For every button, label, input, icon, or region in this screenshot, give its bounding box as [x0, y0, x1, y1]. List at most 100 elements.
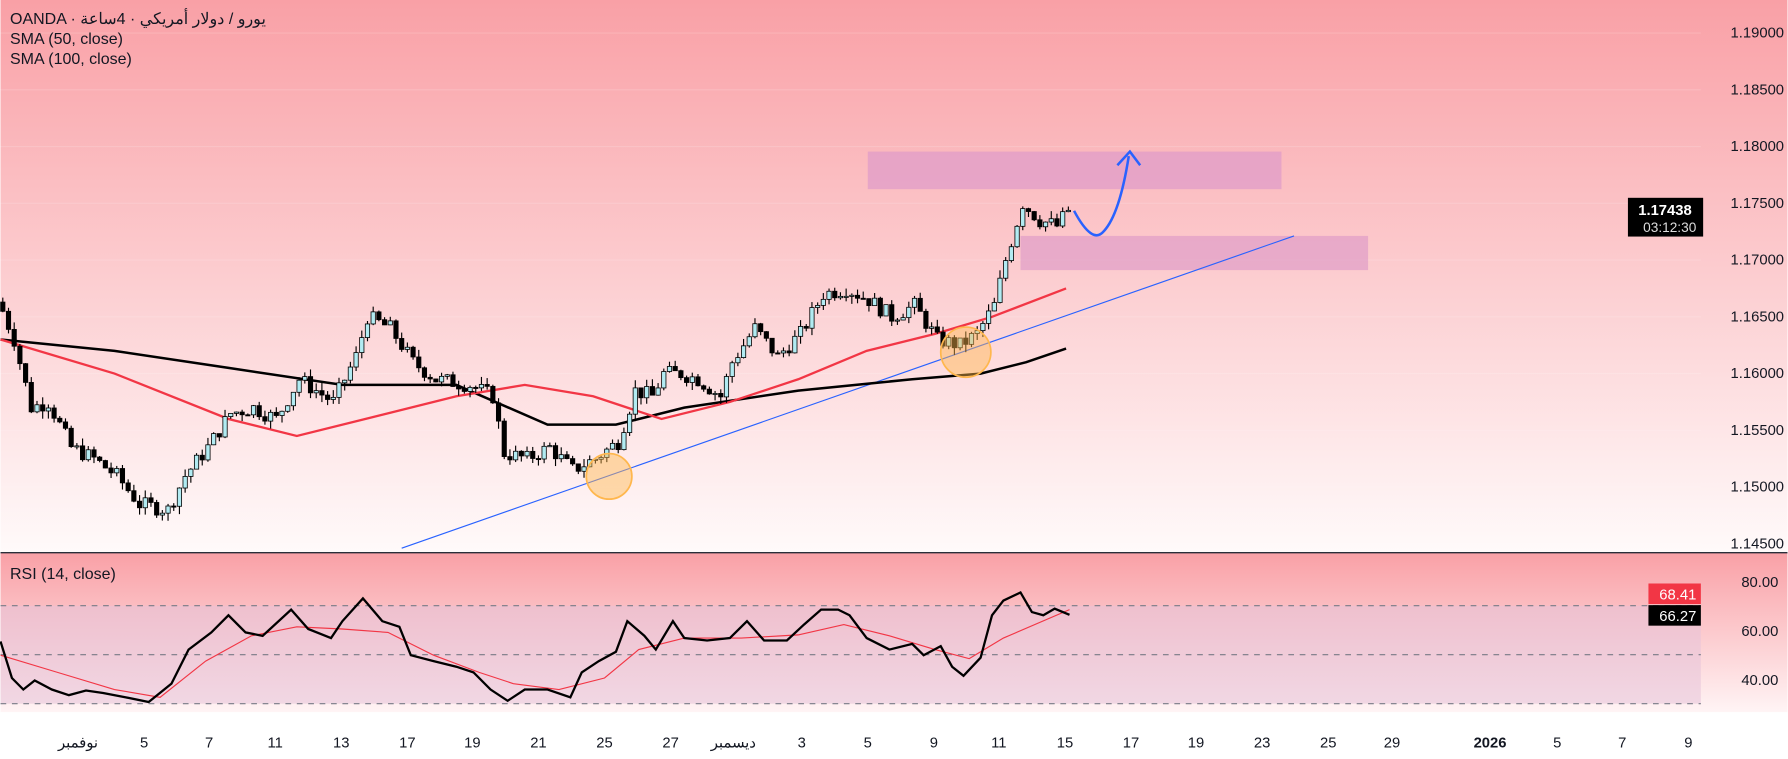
candle-up	[883, 304, 889, 317]
candle-down	[433, 378, 439, 383]
candle-down	[684, 377, 690, 383]
symbol-title[interactable]: OANDA · يورو / دولار أمريكي · 4ساعة	[10, 11, 266, 28]
candle-up	[404, 346, 410, 350]
candle-down	[775, 352, 781, 355]
candle-down	[421, 367, 428, 378]
projection-arrow[interactable]	[1072, 155, 1131, 237]
candle-up	[997, 277, 1003, 303]
candle-down	[934, 326, 940, 333]
candle-up	[837, 295, 844, 299]
candle-down	[889, 304, 895, 322]
time-axis-label: 23	[1254, 736, 1270, 752]
sma100-legend[interactable]: SMA (100, close)	[10, 51, 132, 68]
candle-up	[609, 442, 616, 450]
time-axis-label: 5	[140, 736, 148, 752]
candle-down	[570, 458, 576, 465]
candle-down	[473, 386, 479, 389]
sma50-legend[interactable]: SMA (50, close)	[10, 31, 123, 48]
last-price-value: 1.17438	[1638, 203, 1692, 219]
candle-up	[478, 384, 485, 389]
candle-up	[957, 337, 963, 349]
candle-up	[513, 450, 519, 461]
candle-up	[946, 337, 952, 347]
candle-up	[285, 405, 291, 412]
time-axis-label: 5	[1553, 736, 1561, 752]
candle-down	[68, 427, 74, 448]
candle-up	[1003, 260, 1009, 279]
time-axis-label: 11	[267, 736, 282, 752]
candle-up	[900, 317, 906, 321]
resistance-zone[interactable]	[867, 151, 1282, 190]
candle-down	[148, 497, 154, 503]
rsi-line	[0, 591, 1070, 704]
candle-down	[695, 376, 701, 387]
support-zone[interactable]	[1020, 235, 1369, 271]
rsi-legend[interactable]: RSI (14, close)	[10, 566, 116, 583]
time-axis-background	[0, 712, 1788, 759]
candle-up	[45, 407, 51, 412]
arrow-head-icon	[1116, 149, 1142, 167]
candle-down	[803, 326, 809, 329]
candle-up	[1014, 225, 1020, 248]
candle-up	[980, 323, 986, 332]
candle-up	[1060, 211, 1066, 227]
candle-up	[336, 382, 342, 398]
candle-down	[649, 386, 655, 396]
candle-up	[387, 320, 393, 326]
time-axis-label: 9	[1684, 736, 1692, 752]
price-axis-label: 1.18000	[1731, 139, 1785, 155]
candle-down	[552, 445, 559, 460]
candle-up	[986, 310, 992, 324]
time-axis-label: 19	[1188, 736, 1204, 752]
candle-down	[456, 386, 462, 390]
candle-down	[80, 445, 86, 461]
candle-up	[34, 404, 40, 413]
time-axis-label: 13	[333, 736, 349, 752]
candle-up	[444, 374, 450, 377]
price-axis-label: 1.18500	[1731, 82, 1785, 98]
candle-up	[205, 444, 211, 461]
candle-down	[1031, 211, 1037, 221]
candle-down	[245, 414, 251, 417]
candle-down	[376, 311, 382, 321]
candle-down	[535, 458, 541, 461]
candle-down	[62, 421, 69, 429]
candle-up	[929, 326, 935, 329]
candle-down	[410, 346, 416, 358]
candle-down	[393, 320, 399, 339]
candle-down	[860, 297, 866, 300]
candle-down	[416, 356, 422, 369]
candle-down	[57, 417, 63, 423]
candle-up	[211, 433, 217, 446]
candle-down	[917, 297, 923, 312]
candle-down	[450, 374, 456, 387]
candle-down	[484, 384, 490, 387]
price-axis-label: 1.17500	[1731, 196, 1785, 212]
candle-down	[119, 468, 126, 484]
candle-down	[154, 502, 160, 516]
highlight-circle[interactable]	[939, 326, 992, 379]
highlight-circle[interactable]	[585, 452, 633, 501]
candle-up	[290, 391, 296, 407]
candle-up	[632, 387, 638, 415]
candle-up	[991, 302, 997, 312]
candle-up	[723, 376, 730, 398]
candle-down	[786, 350, 792, 354]
candle-down	[678, 370, 684, 379]
time-axis-label: ديسمبر	[710, 736, 756, 752]
time-axis-label: نوفمبر	[57, 736, 98, 752]
time-axis-label: 17	[1123, 736, 1139, 752]
candle-up	[797, 326, 804, 337]
candle-down	[136, 500, 143, 509]
time-axis-label: 15	[1057, 736, 1073, 752]
price-axis-label: 1.16000	[1731, 366, 1785, 382]
candle-down	[638, 387, 644, 399]
rsi-ma-tag	[1648, 583, 1701, 605]
candle-up	[1043, 221, 1049, 228]
candle-down	[239, 411, 245, 416]
candle-up	[746, 336, 752, 347]
trendline[interactable]	[401, 235, 1295, 549]
candle-up	[524, 450, 530, 457]
